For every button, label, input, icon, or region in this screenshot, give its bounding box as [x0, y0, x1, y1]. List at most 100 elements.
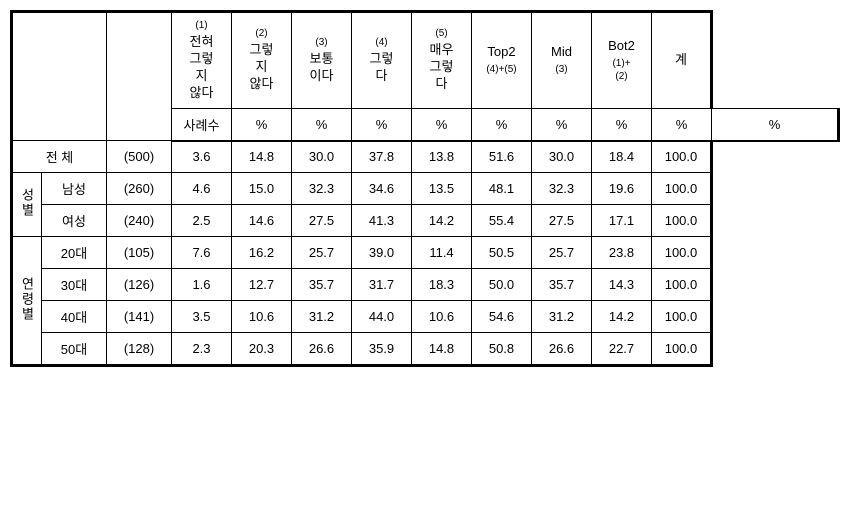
table-row-20s: 연령별 20대 (105) 7.6 16.2 25.7 39.0 11.4 50…	[12, 237, 839, 269]
cell-value: 19.6	[592, 173, 652, 205]
table-row-female: 여성 (240) 2.5 14.6 27.5 41.3 14.2 55.4 27…	[12, 205, 839, 237]
col-label: 매우그렇다	[430, 42, 454, 91]
cell-value: 100.0	[652, 205, 712, 237]
header-blank-n	[107, 12, 172, 141]
cell-value: 100.0	[652, 237, 712, 269]
col-header-3: (3) 보통이다	[292, 12, 352, 109]
cell-value: 51.6	[472, 141, 532, 173]
cell-value: 3.6	[172, 141, 232, 173]
col-header-4: (4) 그렇다	[352, 12, 412, 109]
col-label: Top2	[487, 44, 515, 59]
cell-value: 4.6	[172, 173, 232, 205]
cell-value: 55.4	[472, 205, 532, 237]
col-sub: (4)+(5)	[474, 63, 529, 76]
cell-value: 37.8	[352, 141, 412, 173]
col-header-1: (1) 전혀그렇지않다	[172, 12, 232, 109]
cell-value: 41.3	[352, 205, 412, 237]
cell-value: 17.1	[592, 205, 652, 237]
table-row-30s: 30대 (126) 1.6 12.7 35.7 31.7 18.3 50.0 3…	[12, 269, 839, 301]
group-label-text: 성별	[18, 188, 37, 218]
survey-table: (1) 전혀그렇지않다 (2) 그렇지않다 (3) 보통이다 (4) 그렇다 (…	[10, 10, 840, 367]
table-row-male: 성별 남성 (260) 4.6 15.0 32.3 34.6 13.5 48.1…	[12, 173, 839, 205]
cell-value: 35.7	[292, 269, 352, 301]
cell-value: 12.7	[232, 269, 292, 301]
cell-value: 100.0	[652, 173, 712, 205]
pct-label: %	[472, 108, 532, 141]
col-label: Bot2	[608, 38, 635, 53]
cell-value: 50.5	[472, 237, 532, 269]
pct-label: %	[652, 108, 712, 141]
cell-value: 2.3	[172, 333, 232, 366]
row-label: 40대	[42, 301, 107, 333]
row-label: 남성	[42, 173, 107, 205]
col-header-total: 계	[652, 12, 712, 109]
cell-value: 34.6	[352, 173, 412, 205]
row-label: 여성	[42, 205, 107, 237]
cell-value: 10.6	[412, 301, 472, 333]
cell-value: 39.0	[352, 237, 412, 269]
cell-value: 26.6	[532, 333, 592, 366]
cell-value: 25.7	[292, 237, 352, 269]
col-header-5: (5) 매우그렇다	[412, 12, 472, 109]
table-row-40s: 40대 (141) 3.5 10.6 31.2 44.0 10.6 54.6 3…	[12, 301, 839, 333]
col-sup: (5)	[414, 27, 469, 40]
pct-label: %	[412, 108, 472, 141]
cell-value: 18.3	[412, 269, 472, 301]
cell-value: 7.6	[172, 237, 232, 269]
group-label-gender: 성별	[12, 173, 42, 237]
cell-value: 50.0	[472, 269, 532, 301]
group-label-text: 연령별	[18, 277, 37, 322]
col-label: 그렇지않다	[250, 42, 274, 91]
cell-value: 100.0	[652, 333, 712, 366]
table-row-50s: 50대 (128) 2.3 20.3 26.6 35.9 14.8 50.8 2…	[12, 333, 839, 366]
table-row-overall: 전 체 (500) 3.6 14.8 30.0 37.8 13.8 51.6 3…	[12, 141, 839, 173]
row-label: 50대	[42, 333, 107, 366]
cell-value: 3.5	[172, 301, 232, 333]
cell-value: 15.0	[232, 173, 292, 205]
col-header-top2: Top2 (4)+(5)	[472, 12, 532, 109]
cell-n: (260)	[107, 173, 172, 205]
col-sub: (1)+(2)	[594, 57, 649, 83]
cell-value: 14.8	[232, 141, 292, 173]
cell-value: 1.6	[172, 269, 232, 301]
col-sup: (1)	[174, 19, 229, 32]
cell-value: 31.2	[532, 301, 592, 333]
cell-value: 10.6	[232, 301, 292, 333]
cell-value: 100.0	[652, 269, 712, 301]
cell-value: 27.5	[292, 205, 352, 237]
cell-value: 18.4	[592, 141, 652, 173]
cell-value: 23.8	[592, 237, 652, 269]
col-label: 그렇다	[370, 51, 394, 83]
cell-value: 25.7	[532, 237, 592, 269]
cell-value: 31.2	[292, 301, 352, 333]
cell-n: (240)	[107, 205, 172, 237]
pct-label: %	[232, 108, 292, 141]
cell-value: 22.7	[592, 333, 652, 366]
cell-value: 14.3	[592, 269, 652, 301]
cell-n: (500)	[107, 141, 172, 173]
cell-value: 32.3	[532, 173, 592, 205]
cell-value: 2.5	[172, 205, 232, 237]
cell-value: 27.5	[532, 205, 592, 237]
row-label: 전 체	[12, 141, 107, 173]
col-sup: (4)	[354, 36, 409, 49]
cell-value: 14.2	[412, 205, 472, 237]
pct-label: %	[292, 108, 352, 141]
col-label: 계	[675, 52, 687, 67]
cell-n: (126)	[107, 269, 172, 301]
cell-value: 11.4	[412, 237, 472, 269]
cell-value: 31.7	[352, 269, 412, 301]
cell-value: 20.3	[232, 333, 292, 366]
col-sup: (3)	[294, 36, 349, 49]
cell-value: 50.8	[472, 333, 532, 366]
cell-value: 16.2	[232, 237, 292, 269]
cell-value: 100.0	[652, 301, 712, 333]
cell-value: 44.0	[352, 301, 412, 333]
cell-value: 14.6	[232, 205, 292, 237]
cell-n: (105)	[107, 237, 172, 269]
cell-value: 100.0	[652, 141, 712, 173]
col-header-bot2: Bot2 (1)+(2)	[592, 12, 652, 109]
pct-label: %	[592, 108, 652, 141]
cell-n: (128)	[107, 333, 172, 366]
group-label-age: 연령별	[12, 237, 42, 366]
